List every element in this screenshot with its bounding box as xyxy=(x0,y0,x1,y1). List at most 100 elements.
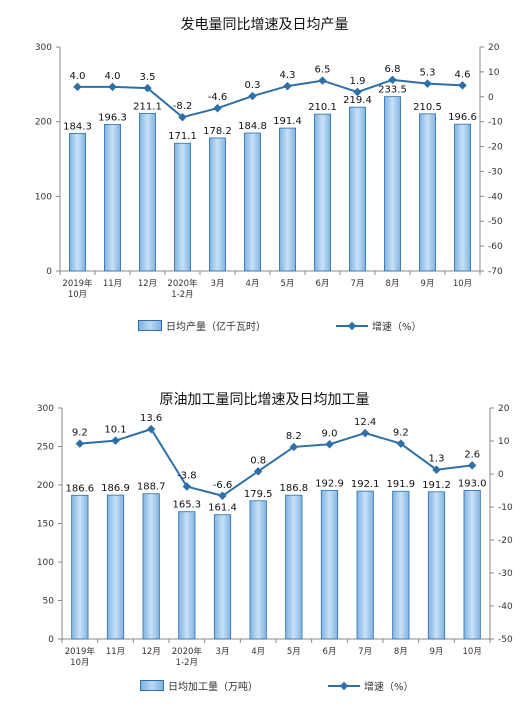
legend-bar-label: 日均加工量（万吨） xyxy=(168,682,258,693)
legend-bar-label: 日均产量（亿千瓦时） xyxy=(166,322,266,333)
bar xyxy=(314,113,331,272)
bar xyxy=(209,137,226,272)
left-tick-label: 200 xyxy=(37,481,54,491)
line-data-label: 4.0 xyxy=(70,71,86,82)
bar-data-label: 178.2 xyxy=(203,126,232,137)
bar-data-label: 184.8 xyxy=(238,121,267,132)
bar-data-label: 188.7 xyxy=(137,482,166,493)
right-tick-label: 10 xyxy=(488,68,500,78)
left-tick-label: 300 xyxy=(37,404,54,414)
left-tick-label: 250 xyxy=(37,443,54,453)
bar xyxy=(213,514,232,640)
line-data-label: 9.2 xyxy=(72,428,88,439)
right-tick-label: -30 xyxy=(498,569,513,579)
left-tick-label: 150 xyxy=(37,520,54,530)
left-tick-label: 50 xyxy=(43,597,55,607)
line-data-label: 0.3 xyxy=(245,80,261,91)
legend-item-line: 增速（%） xyxy=(328,678,414,693)
chart-legend: 日均产量（亿千瓦时） 增速（%） xyxy=(138,318,492,333)
right-tick-label: -30 xyxy=(488,167,503,177)
x-tick-label: 5月 xyxy=(281,279,295,289)
right-tick-label: 0 xyxy=(488,93,494,103)
bar-data-label: 186.8 xyxy=(280,483,309,494)
series-line xyxy=(77,78,463,119)
line-point xyxy=(248,91,257,101)
x-tick-label: 2020年 xyxy=(172,646,203,657)
line-data-label: 4.3 xyxy=(280,70,296,81)
line-data-label: 13.6 xyxy=(140,413,162,424)
line-point xyxy=(458,81,467,90)
right-tick-label: -50 xyxy=(488,217,503,227)
line-data-label: 9.2 xyxy=(393,428,409,439)
bar xyxy=(285,494,303,640)
line-data-label: -4.6 xyxy=(208,92,228,103)
line-data-label: 4.6 xyxy=(455,69,471,80)
bar-data-label: 196.6 xyxy=(448,112,477,123)
x-tick-label: 7月 xyxy=(351,279,365,289)
legend-line-swatch xyxy=(336,321,368,331)
line-point xyxy=(283,81,292,91)
legend-item-bar: 日均产量（亿千瓦时） xyxy=(138,318,266,333)
right-tick-label: -10 xyxy=(498,503,513,513)
right-tick-label: -70 xyxy=(488,267,503,277)
line-point xyxy=(108,82,117,92)
line-point xyxy=(111,436,120,445)
bar xyxy=(249,500,267,640)
x-tick-label: 8月 xyxy=(386,279,400,289)
bar xyxy=(454,123,471,272)
bar xyxy=(139,112,156,272)
line-data-label: 0.8 xyxy=(250,455,266,466)
line-data-label: -6.6 xyxy=(213,480,233,491)
chart-power-generation: 发电量同比增速及日均产量 0 100 200 300 20 10 0 -10 -20 -30 -40… xyxy=(0,0,529,345)
right-tick-label: 10 xyxy=(498,437,510,447)
line-point xyxy=(75,439,85,448)
bar xyxy=(178,511,196,640)
x-tick-label: 11月 xyxy=(106,647,125,657)
x-tick-label: 12月 xyxy=(142,647,161,657)
series-line xyxy=(79,427,473,497)
line-point xyxy=(325,440,334,449)
right-tick-label: -40 xyxy=(498,602,513,612)
x-tick-label: 9月 xyxy=(421,279,435,289)
right-tick-label: -50 xyxy=(498,635,513,645)
bar-data-label: 210.5 xyxy=(413,102,442,113)
bar-data-label: 161.4 xyxy=(208,503,237,514)
x-tick-label: 1-2月 xyxy=(171,290,193,300)
x-tick-label: 10月 xyxy=(463,647,482,657)
x-tick-label: 5月 xyxy=(287,647,301,657)
line-data-label: 4.0 xyxy=(105,71,121,82)
line-data-label: 8.2 xyxy=(286,431,302,442)
bar xyxy=(349,106,366,272)
bar-data-label: 211.1 xyxy=(133,101,162,112)
line-data-label: 1.3 xyxy=(429,454,445,465)
bar-data-label: 233.5 xyxy=(378,85,407,96)
bar-data-label: 171.1 xyxy=(168,131,197,142)
x-tick-label: 6月 xyxy=(323,647,337,657)
legend-line-label: 增速（%） xyxy=(364,682,414,693)
bar-data-label: 191.4 xyxy=(273,116,302,127)
right-tick-label: -10 xyxy=(488,118,503,128)
x-tick-label: 2020年 xyxy=(167,278,198,289)
bar xyxy=(356,490,374,640)
bar-data-label: 210.1 xyxy=(308,102,337,113)
bar-data-label: 219.4 xyxy=(343,95,372,106)
x-tick-label: 7月 xyxy=(358,647,372,657)
bar-data-label: 184.3 xyxy=(63,121,92,132)
line-point xyxy=(73,82,82,92)
line-point xyxy=(423,79,432,88)
legend-item-bar: 日均加工量（万吨） xyxy=(140,678,258,693)
line-data-label: 12.4 xyxy=(354,417,376,428)
line-data-label: 3.5 xyxy=(140,72,156,83)
x-tick-label: 10月 xyxy=(70,658,89,668)
line-data-label: 6.5 xyxy=(315,65,331,76)
x-tick-label: 9月 xyxy=(430,647,444,657)
line-data-label: 10.1 xyxy=(104,425,126,436)
legend-line-label: 增速（%） xyxy=(372,322,422,333)
x-tick-label: 2019年 xyxy=(62,278,93,289)
line-point xyxy=(432,465,441,474)
line-point xyxy=(289,442,299,452)
right-tick-label: 0 xyxy=(498,470,504,480)
left-tick-label: 0 xyxy=(46,267,52,277)
